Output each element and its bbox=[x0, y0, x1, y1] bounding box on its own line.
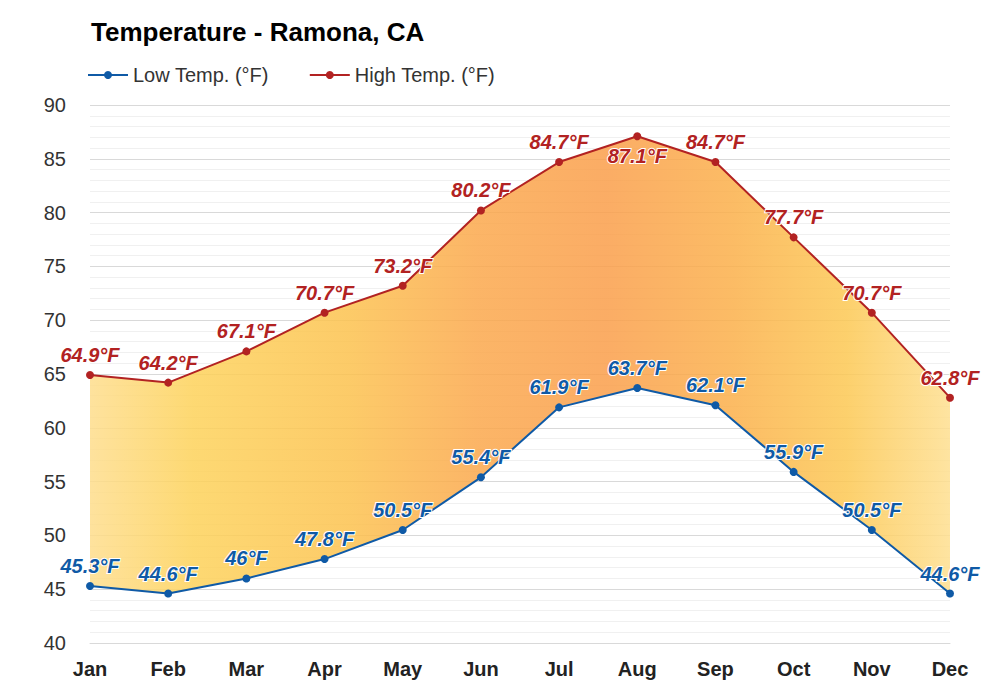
svg-text:64.9°F: 64.9°F bbox=[60, 344, 120, 366]
svg-text:84.7°F: 84.7°F bbox=[530, 131, 590, 153]
svg-text:55.4°F: 55.4°F bbox=[451, 446, 511, 468]
svg-text:62.8°F: 62.8°F bbox=[920, 367, 980, 389]
svg-text:44.6°F: 44.6°F bbox=[919, 563, 980, 585]
svg-text:High Temp. (°F): High Temp. (°F) bbox=[355, 64, 495, 86]
svg-text:46°F: 46°F bbox=[224, 547, 268, 569]
svg-text:Low Temp. (°F): Low Temp. (°F) bbox=[133, 64, 268, 86]
svg-text:80.2°F: 80.2°F bbox=[451, 179, 511, 201]
svg-text:70: 70 bbox=[44, 309, 66, 331]
svg-text:Sep: Sep bbox=[697, 658, 734, 680]
svg-text:45: 45 bbox=[44, 578, 66, 600]
svg-text:61.9°F: 61.9°F bbox=[530, 376, 590, 398]
svg-text:Apr: Apr bbox=[307, 658, 342, 680]
svg-text:Dec: Dec bbox=[932, 658, 969, 680]
svg-text:Nov: Nov bbox=[853, 658, 892, 680]
svg-text:67.1°F: 67.1°F bbox=[217, 320, 277, 342]
svg-text:Jul: Jul bbox=[545, 658, 574, 680]
svg-text:70.7°F: 70.7°F bbox=[295, 282, 355, 304]
svg-text:Oct: Oct bbox=[777, 658, 811, 680]
svg-text:65: 65 bbox=[44, 363, 66, 385]
svg-text:Mar: Mar bbox=[229, 658, 265, 680]
svg-text:50.5°F: 50.5°F bbox=[373, 499, 433, 521]
svg-text:44.6°F: 44.6°F bbox=[138, 563, 199, 585]
svg-text:87.1°F: 87.1°F bbox=[608, 145, 668, 167]
svg-text:May: May bbox=[383, 658, 423, 680]
svg-text:40: 40 bbox=[44, 632, 66, 654]
svg-text:60: 60 bbox=[44, 417, 66, 439]
svg-text:50.5°F: 50.5°F bbox=[842, 499, 902, 521]
svg-text:62.1°F: 62.1°F bbox=[686, 374, 746, 396]
svg-text:77.7°F: 77.7°F bbox=[764, 206, 824, 228]
svg-text:85: 85 bbox=[44, 148, 66, 170]
svg-text:Jun: Jun bbox=[463, 658, 499, 680]
svg-text:55.9°F: 55.9°F bbox=[764, 441, 824, 463]
svg-text:84.7°F: 84.7°F bbox=[686, 131, 746, 153]
svg-text:73.2°F: 73.2°F bbox=[373, 255, 433, 277]
svg-text:64.2°F: 64.2°F bbox=[139, 352, 199, 374]
svg-text:Feb: Feb bbox=[150, 658, 186, 680]
svg-text:50: 50 bbox=[44, 524, 66, 546]
svg-text:Temperature - Ramona, CA: Temperature - Ramona, CA bbox=[91, 17, 424, 47]
svg-text:80: 80 bbox=[44, 202, 66, 224]
svg-text:45.3°F: 45.3°F bbox=[59, 555, 120, 577]
svg-text:75: 75 bbox=[44, 255, 66, 277]
svg-text:70.7°F: 70.7°F bbox=[842, 282, 902, 304]
svg-text:Aug: Aug bbox=[618, 658, 657, 680]
svg-text:47.8°F: 47.8°F bbox=[294, 528, 355, 550]
svg-text:55: 55 bbox=[44, 471, 66, 493]
svg-text:63.7°F: 63.7°F bbox=[608, 357, 668, 379]
svg-text:Jan: Jan bbox=[73, 658, 107, 680]
svg-text:90: 90 bbox=[44, 94, 66, 116]
